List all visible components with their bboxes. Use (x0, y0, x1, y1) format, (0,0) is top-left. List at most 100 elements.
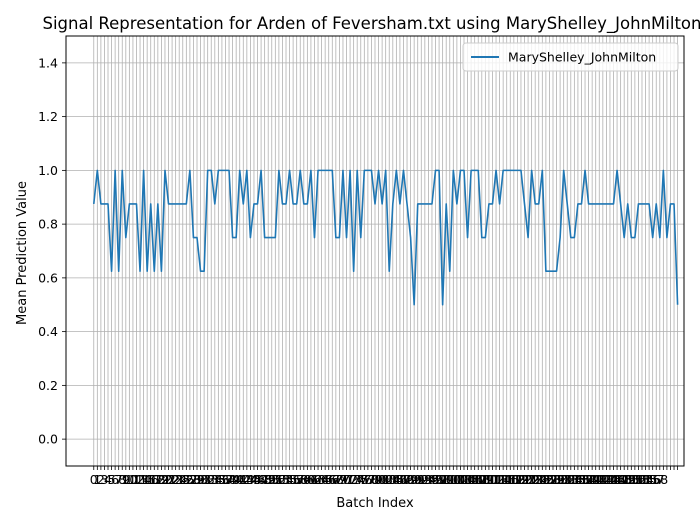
x-tick-label: 19 (153, 472, 169, 487)
x-tick-label: 58 (292, 472, 308, 487)
x-tick-label: 149 (612, 472, 636, 487)
x-tick-label: 153 (627, 472, 651, 487)
x-tick-label: 7 (115, 472, 123, 487)
x-tick-label: 24 (171, 472, 187, 487)
x-tick-label: 151 (619, 472, 643, 487)
x-tick-label: 110 (473, 472, 497, 487)
x-tick-label: 28 (185, 472, 201, 487)
x-tick-label: 93 (417, 472, 433, 487)
x-tick-label: 13 (132, 472, 148, 487)
x-tick-label: 145 (598, 472, 622, 487)
x-tick-label: 109 (470, 472, 494, 487)
series-line-maryshelley-johnmilton (92, 169, 679, 306)
x-tick-label: 138 (573, 472, 597, 487)
x-tick-label: 10 (121, 472, 137, 487)
x-tick-label: 71 (339, 472, 355, 487)
x-tick-label: 101 (441, 472, 465, 487)
x-tick-label: 63 (310, 472, 326, 487)
x-tick-label: 75 (353, 472, 369, 487)
x-tick-label: 42 (235, 472, 251, 487)
x-tick-label: 61 (303, 472, 319, 487)
x-tick-label: 117 (498, 472, 522, 487)
y-tick-label: 0.2 (38, 378, 58, 393)
x-tick-label: 139 (577, 472, 601, 487)
x-tick-label: 79 (367, 472, 383, 487)
x-tick-label: 66 (321, 472, 337, 487)
x-tick-label: 34 (207, 472, 223, 487)
x-tick-label: 37 (218, 472, 234, 487)
x-tick-label: 99 (438, 472, 454, 487)
x-tick-label: 35 (210, 472, 226, 487)
x-tick-label: 144 (594, 472, 618, 487)
x-tick-label: 30 (193, 472, 209, 487)
x-tick-label: 86 (392, 472, 408, 487)
x-tick-label: 142 (587, 472, 611, 487)
x-tick-label: 76 (356, 472, 372, 487)
x-tick-label: 112 (481, 472, 505, 487)
x-tick-label: 49 (260, 472, 276, 487)
x-tick-label: 1 (93, 472, 101, 487)
x-tick-label: 36 (214, 472, 230, 487)
x-tick-label: 136 (566, 472, 590, 487)
x-tick-label: 143 (591, 472, 615, 487)
x-tick-label: 87 (396, 472, 412, 487)
x-tick-label: 53 (274, 472, 290, 487)
x-tick-label: 40 (228, 472, 244, 487)
x-tick-label: 108 (466, 472, 490, 487)
x-tick-label: 146 (602, 472, 626, 487)
x-tick-label: 81 (374, 472, 390, 487)
x-tick-label: 119 (505, 472, 529, 487)
x-tick-label: 92 (413, 472, 429, 487)
x-tick-label: 52 (271, 472, 287, 487)
x-tick-label: 106 (459, 472, 483, 487)
x-tick-label: 51 (267, 472, 283, 487)
x-tick-label: 90 (406, 472, 422, 487)
x-tick-label: 96 (428, 472, 444, 487)
x-tick-label: 29 (189, 472, 205, 487)
x-tick-label: 154 (630, 472, 654, 487)
x-tick-label: 100 (438, 472, 462, 487)
legend-label: MaryShelley_JohnMilton (508, 50, 656, 65)
y-tick-label: 0.6 (38, 270, 58, 285)
x-tick-label: 133 (555, 472, 579, 487)
x-tick-label: 107 (463, 472, 487, 487)
x-tick-label: 74 (349, 472, 365, 487)
x-tick-label: 16 (143, 472, 159, 487)
x-tick-label: 44 (242, 472, 258, 487)
x-tick-label: 32 (200, 472, 216, 487)
x-tick-label: 38 (221, 472, 237, 487)
x-tick-label: 22 (164, 472, 180, 487)
x-tick-label: 6 (111, 472, 119, 487)
x-tick-label: 124 (523, 472, 547, 487)
x-tick-label: 131 (548, 472, 572, 487)
x-tick-label: 59 (296, 472, 312, 487)
x-tick-label: 97 (431, 472, 447, 487)
x-tick-label: 116 (495, 472, 519, 487)
legend-box (462, 42, 679, 72)
x-tick-label: 70 (335, 472, 351, 487)
x-tick-label: 78 (363, 472, 379, 487)
x-tick-label: 158 (644, 472, 668, 487)
x-tick-label: 69 (331, 472, 347, 487)
x-tick-label: 118 (502, 472, 526, 487)
y-tick-label: 1.0 (38, 163, 58, 178)
x-tick-label: 98 (435, 472, 451, 487)
x-tick-label: 68 (328, 472, 344, 487)
x-tick-label: 60 (299, 472, 315, 487)
x-tick-label: 134 (559, 472, 583, 487)
x-tick-label: 47 (253, 472, 269, 487)
x-tick-label: 50 (264, 472, 280, 487)
x-tick-label: 77 (360, 472, 376, 487)
x-tick-label: 8 (118, 472, 126, 487)
x-tick-label: 33 (203, 472, 219, 487)
x-tick-label: 9 (122, 472, 130, 487)
x-axis-label: Batch Index (336, 496, 414, 511)
x-tick-label: 122 (516, 472, 540, 487)
x-tick-label: 14 (136, 472, 152, 487)
x-tick-label: 67 (324, 472, 340, 487)
series-layer (92, 169, 679, 306)
x-tick-label: 20 (157, 472, 173, 487)
x-tick-label: 3 (100, 472, 108, 487)
x-tick-label: 64 (314, 472, 330, 487)
x-tick-label: 83 (381, 472, 397, 487)
